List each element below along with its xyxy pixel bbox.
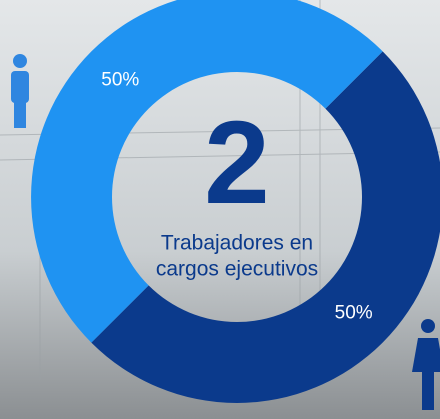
center-value: 2	[204, 97, 270, 229]
donut-segment	[31, 0, 383, 343]
donut-segment	[91, 51, 440, 403]
center-label: Trabajadores en	[161, 232, 313, 255]
male-icon	[11, 54, 29, 128]
value-label: 50%	[101, 69, 139, 90]
female-icon	[412, 319, 440, 410]
value-label: 50%	[335, 303, 373, 324]
center-label: cargos ejecutivos	[156, 258, 318, 281]
donut	[31, 0, 440, 403]
